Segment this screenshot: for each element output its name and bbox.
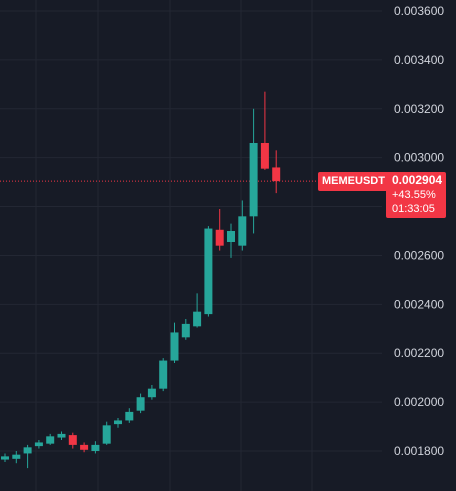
candle-body <box>170 332 179 361</box>
candle-body <box>102 425 111 444</box>
y-tick-label: 0.003600 <box>394 4 444 18</box>
candle-body <box>1 456 9 460</box>
candle-body <box>159 360 168 389</box>
last-price-tag: 0.002904 +43.55% 01:33:05 <box>386 172 446 218</box>
candle-body <box>272 167 281 182</box>
candle-body <box>227 231 235 242</box>
candle-body <box>114 420 122 425</box>
y-tick-label: 0.003000 <box>394 151 444 165</box>
symbol-tag: MEMEUSDT <box>318 172 389 191</box>
bar-countdown: 01:33:05 <box>392 203 435 215</box>
candle-body <box>238 216 247 246</box>
price-change: +43.55% <box>392 189 436 201</box>
candle-body <box>34 442 43 447</box>
grid-lines <box>0 0 382 491</box>
candle-body <box>147 388 156 398</box>
y-tick-label: 0.003200 <box>394 102 444 116</box>
y-tick-label: 0.002200 <box>394 346 444 360</box>
candle-body <box>91 444 100 451</box>
candle-body <box>204 228 213 315</box>
last-price-value: 0.002904 <box>392 173 443 187</box>
candle-body <box>23 447 32 454</box>
candle-body <box>181 323 190 338</box>
candle-body <box>68 435 77 445</box>
candle-body <box>57 433 66 438</box>
y-tick-label: 0.002600 <box>394 248 444 262</box>
candle-body <box>80 444 89 450</box>
candle-body <box>46 436 55 444</box>
candle-body <box>125 411 134 421</box>
y-tick-label: 0.002000 <box>394 395 444 409</box>
candle-body <box>12 454 21 459</box>
y-tick-label: 0.003400 <box>394 53 444 67</box>
price-axis: 0.0036000.0034000.0032000.0030000.002800… <box>394 4 444 458</box>
candle-body <box>260 143 269 169</box>
candle-body <box>215 229 224 246</box>
y-tick-label: 0.002400 <box>394 297 444 311</box>
candle-body <box>136 397 145 411</box>
candle-body <box>193 311 202 327</box>
y-tick-label: 0.001800 <box>394 444 444 458</box>
candle-body <box>249 143 258 217</box>
candles <box>1 91 281 469</box>
